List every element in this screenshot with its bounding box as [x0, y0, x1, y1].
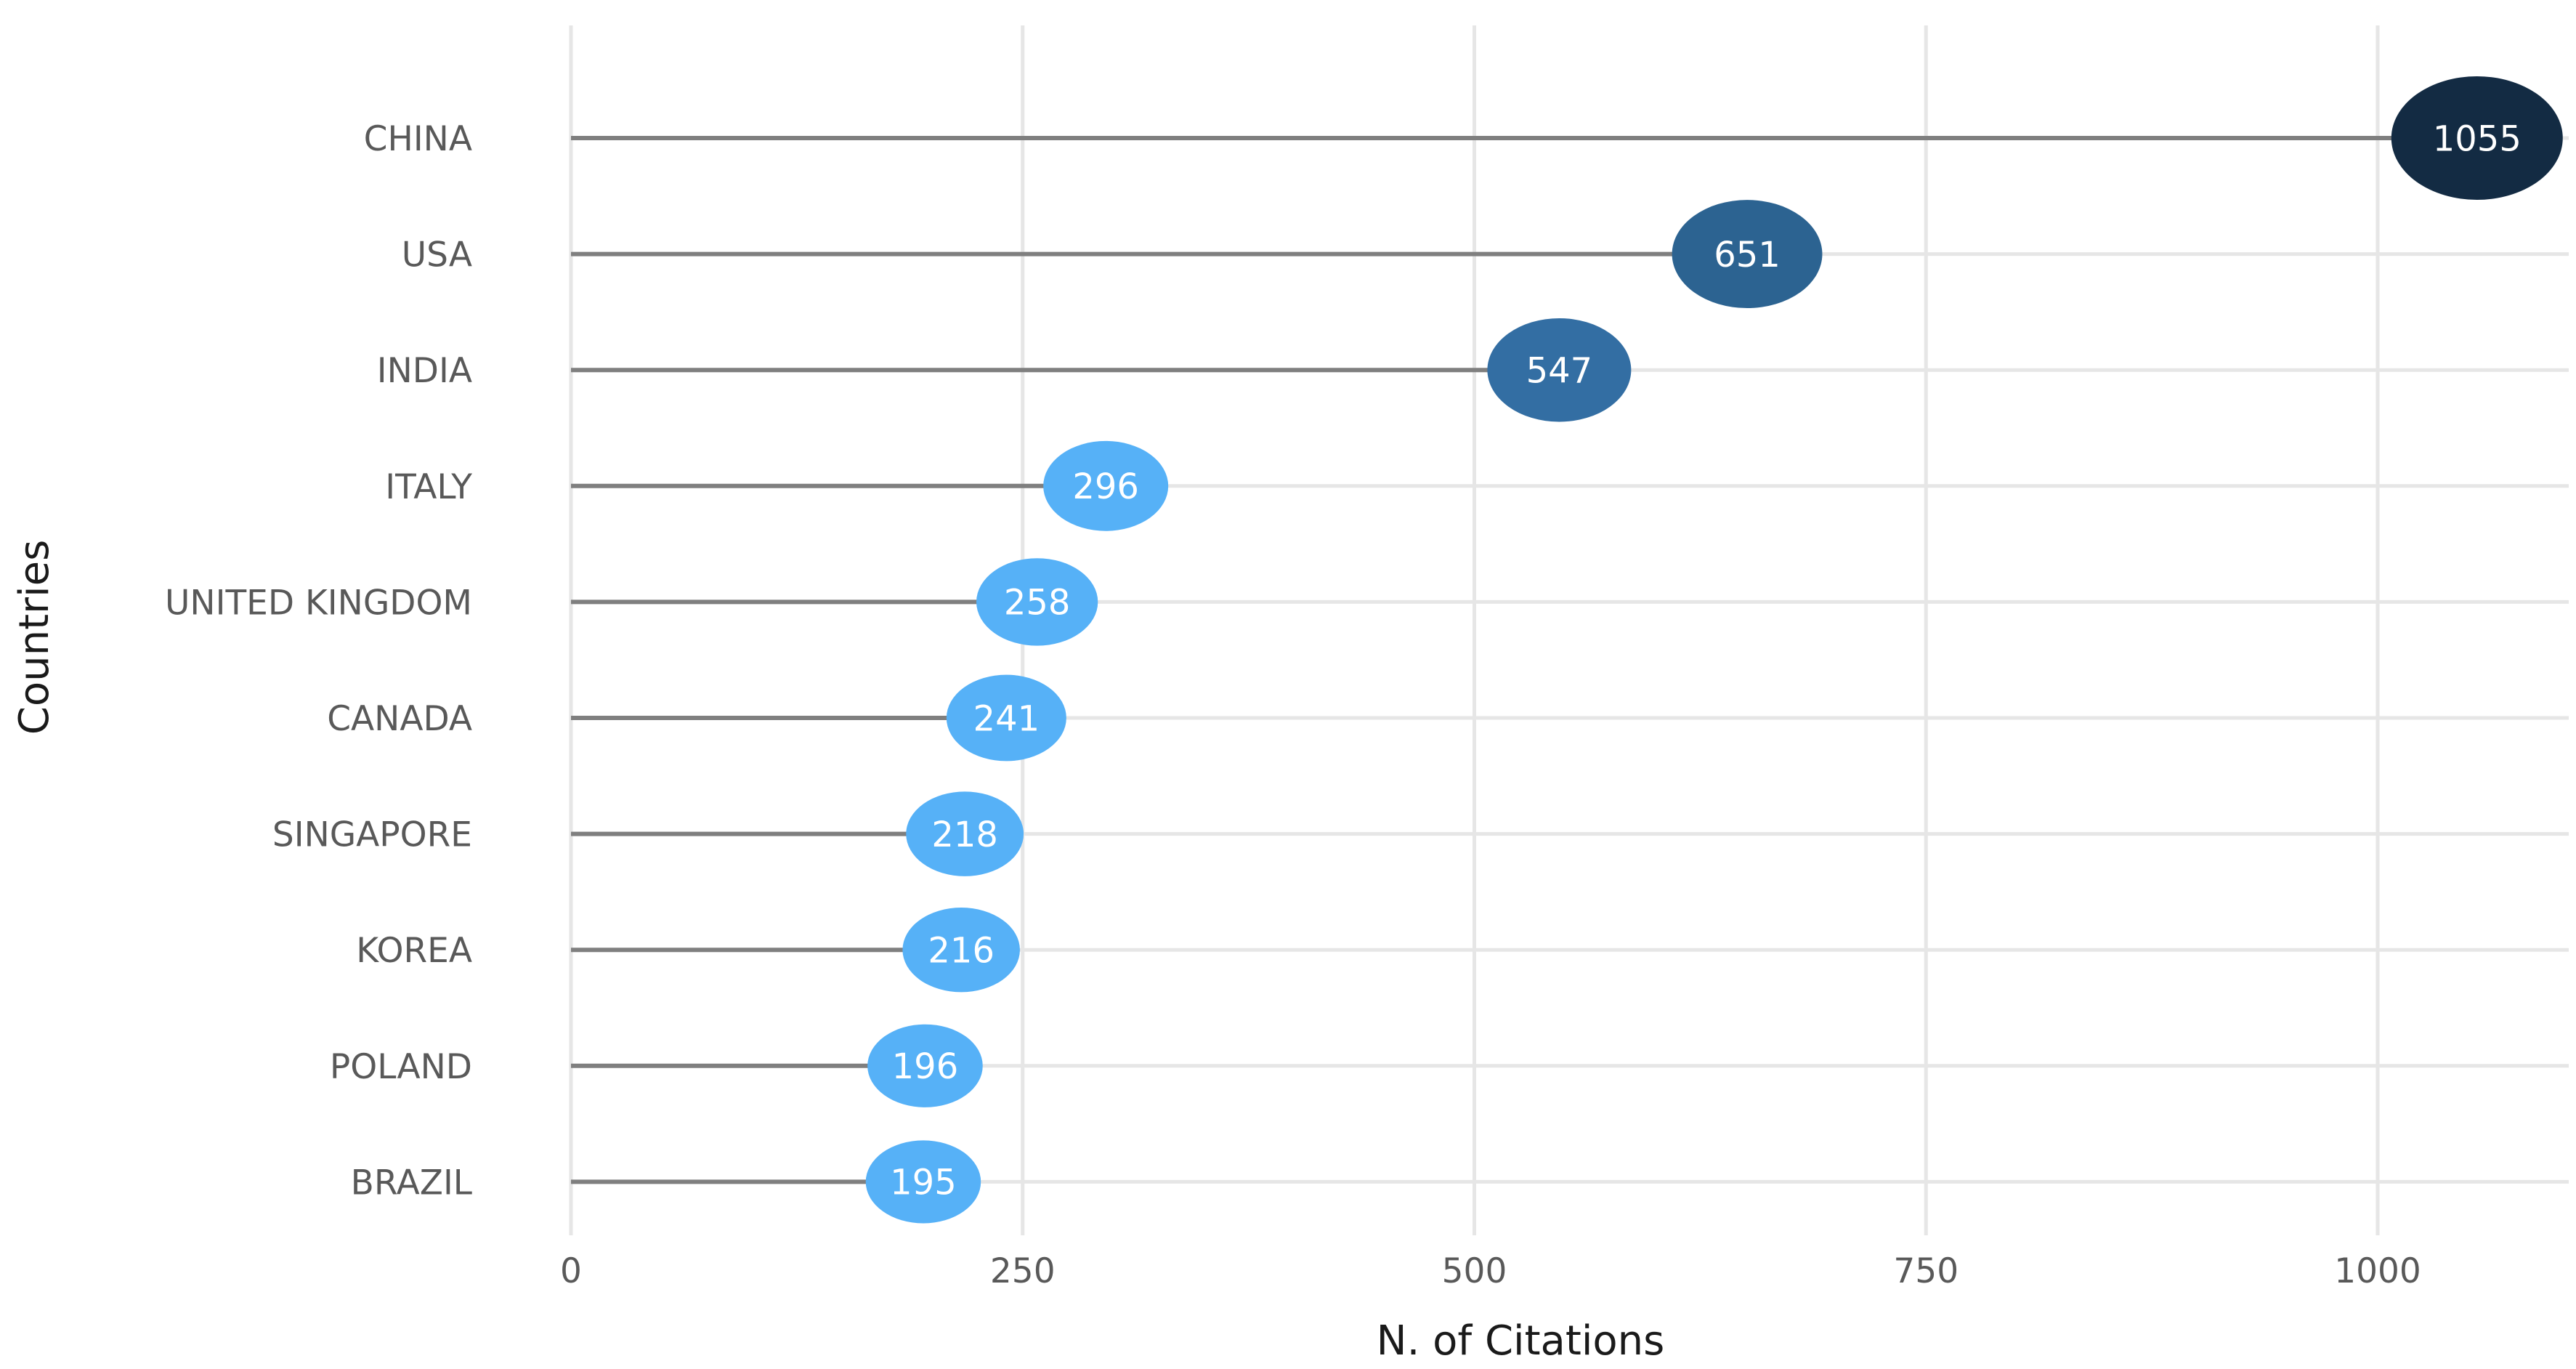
y-tick-label: POLAND [330, 1047, 472, 1087]
y-tick-label: UNITED KINGDOM [165, 583, 472, 623]
lollipop-point [867, 1024, 983, 1107]
y-tick-label: ITALY [385, 467, 472, 507]
value-label: 195 [890, 1163, 957, 1203]
y-tick-labels: CHINA USA INDIA ITALY UNITED KINGDOM CANADA SI… [165, 119, 472, 1203]
y-tick-label: CHINA [364, 119, 472, 159]
x-tick-label: 0 [560, 1251, 582, 1291]
value-label: 1055 [2433, 118, 2522, 159]
lollipop-point [1672, 200, 1823, 309]
lollipop-stems [571, 136, 2477, 1184]
x-axis-title: N. of Citations [1377, 1317, 1665, 1365]
value-label: 651 [1714, 235, 1781, 275]
x-tick-label: 500 [1442, 1251, 1507, 1291]
y-tick-label: INDIA [377, 351, 472, 391]
y-tick-label: SINGAPORE [272, 815, 472, 855]
value-label: 216 [928, 930, 995, 971]
x-tick-label: 1000 [2334, 1251, 2421, 1291]
x-tick-labels: 0 250 500 750 1000 [560, 1251, 2421, 1291]
value-labels: 1055 651 547 296 258 241 218 216 196 195 [890, 118, 2522, 1203]
lollipop-point [1487, 318, 1632, 422]
x-tick-label: 250 [990, 1251, 1056, 1291]
value-label: 241 [973, 698, 1040, 739]
value-label: 258 [1004, 583, 1071, 623]
x-tick-label: 750 [1893, 1251, 1959, 1291]
value-label: 196 [892, 1046, 959, 1087]
lollipop-point [902, 908, 1020, 993]
y-tick-label: KOREA [356, 931, 472, 971]
y-axis-title: Countries [11, 540, 58, 735]
value-label: 547 [1526, 350, 1593, 391]
y-tick-label: BRAZIL [351, 1163, 472, 1203]
lollipop-point [906, 791, 1024, 876]
value-label: 218 [931, 815, 998, 855]
lollipop-point [946, 674, 1066, 762]
lollipop-point [2391, 76, 2563, 200]
lollipop-point [1043, 440, 1169, 531]
y-tick-label: USA [402, 235, 472, 275]
lollipop-points [865, 76, 2563, 1224]
y-tick-label: CANADA [327, 699, 472, 739]
lollipop-point [976, 558, 1098, 646]
value-label: 296 [1072, 467, 1139, 507]
lollipop-point [865, 1140, 981, 1224]
